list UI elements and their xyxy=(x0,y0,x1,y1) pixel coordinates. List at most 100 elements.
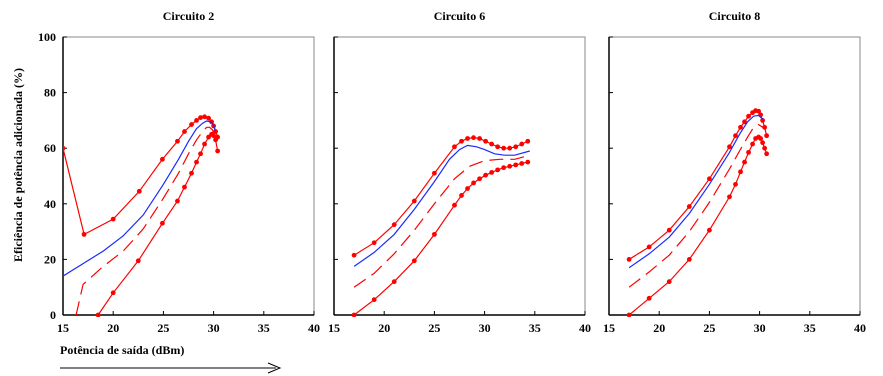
data-point xyxy=(411,258,417,264)
y-tick-label: 80 xyxy=(44,86,56,100)
data-point xyxy=(459,138,464,144)
data-point xyxy=(495,167,501,173)
data-point xyxy=(733,181,738,187)
chart-panel-1: Circuito 2 15 20 25 30 35 40 0 20 40 60 80 100 xyxy=(38,9,320,335)
data-point xyxy=(762,145,768,151)
data-point xyxy=(95,312,101,317)
data-point xyxy=(215,148,221,154)
x-axis-label: Potência de saída (dBm) xyxy=(60,343,184,357)
data-point xyxy=(742,159,747,165)
data-point xyxy=(209,119,214,125)
x-tick-label: 25 xyxy=(157,321,169,335)
data-point xyxy=(452,144,457,150)
data-point xyxy=(465,186,470,191)
x-tick-label: 35 xyxy=(804,321,816,335)
data-point xyxy=(762,124,768,130)
series-line-red-dots xyxy=(97,133,219,316)
series-line-red-dashed xyxy=(75,126,216,316)
data-point xyxy=(483,172,489,178)
x-tick-label: 25 xyxy=(428,321,440,335)
data-point xyxy=(756,108,761,114)
x-tick-label: 20 xyxy=(378,321,390,335)
data-point xyxy=(686,257,692,262)
data-point xyxy=(707,227,712,233)
data-point xyxy=(666,279,672,285)
data-point xyxy=(198,115,203,121)
series-group xyxy=(626,108,770,317)
data-point xyxy=(764,151,770,157)
y-tick-label: 20 xyxy=(44,252,56,266)
series-line-red-dashed xyxy=(353,154,530,288)
data-point xyxy=(198,151,203,157)
x-tick-label: 20 xyxy=(107,321,119,335)
data-point xyxy=(764,133,770,139)
data-point xyxy=(194,118,199,123)
data-point xyxy=(182,129,187,134)
data-point xyxy=(760,140,766,146)
data-point xyxy=(110,216,116,222)
y-tick-label: 0 xyxy=(50,308,56,322)
data-point xyxy=(189,170,194,176)
data-point xyxy=(189,122,194,127)
data-point xyxy=(391,222,397,228)
data-point xyxy=(525,138,531,144)
data-point xyxy=(391,279,397,285)
data-point xyxy=(213,137,219,143)
data-point xyxy=(519,141,525,147)
data-point xyxy=(477,136,482,141)
data-point xyxy=(351,312,357,317)
data-point xyxy=(432,231,437,237)
x-tick-label: 35 xyxy=(529,321,541,335)
data-point xyxy=(738,169,743,175)
y-tick-label: 60 xyxy=(44,141,56,155)
data-point xyxy=(465,136,470,141)
data-point xyxy=(371,240,377,246)
series-group xyxy=(351,135,531,317)
data-point xyxy=(758,136,764,141)
data-point xyxy=(646,244,652,250)
x-tick-label: 15 xyxy=(328,321,340,335)
series-line-red-dashed xyxy=(628,123,763,288)
data-point xyxy=(159,220,165,226)
data-point xyxy=(501,165,507,171)
data-point xyxy=(513,144,519,150)
x-tick-label: 25 xyxy=(703,321,715,335)
data-point xyxy=(371,297,377,303)
y-tick-label: 40 xyxy=(44,197,56,211)
data-point xyxy=(432,170,437,176)
data-point xyxy=(519,161,525,166)
chart-panel-3: Circuito 8 15 20 25 30 35 40 xyxy=(603,9,866,335)
data-point xyxy=(746,149,751,155)
data-point xyxy=(206,115,211,121)
data-point xyxy=(81,231,87,237)
data-point xyxy=(707,176,712,182)
x-tick-label: 30 xyxy=(479,321,491,335)
x-tick-label: 20 xyxy=(653,321,665,335)
data-point xyxy=(489,141,495,147)
series-group xyxy=(63,114,221,317)
data-point xyxy=(211,133,217,139)
series-line-blue-solid xyxy=(353,144,530,267)
data-point xyxy=(507,163,513,169)
data-point xyxy=(175,138,180,144)
data-point xyxy=(501,145,507,151)
y-axis-label: Eficiência de potência adicionada (%) xyxy=(11,68,25,262)
chart-panel-2: Circuito 6 15 20 25 30 35 40 xyxy=(328,9,591,335)
series-line-blue-solid xyxy=(63,120,217,277)
data-point xyxy=(507,145,513,151)
data-point xyxy=(666,227,672,233)
data-point xyxy=(136,188,142,194)
chart-title: Circuito 2 xyxy=(163,9,214,23)
data-point xyxy=(471,180,476,186)
data-point xyxy=(175,198,180,204)
data-point xyxy=(513,162,519,168)
data-point xyxy=(742,119,747,125)
data-point xyxy=(194,159,199,165)
data-point xyxy=(733,133,738,139)
y-tick-label: 100 xyxy=(38,30,56,44)
x-axis-arrow xyxy=(60,362,282,374)
x-tick-label: 40 xyxy=(308,321,320,335)
data-point xyxy=(646,295,652,301)
data-point xyxy=(206,134,211,140)
